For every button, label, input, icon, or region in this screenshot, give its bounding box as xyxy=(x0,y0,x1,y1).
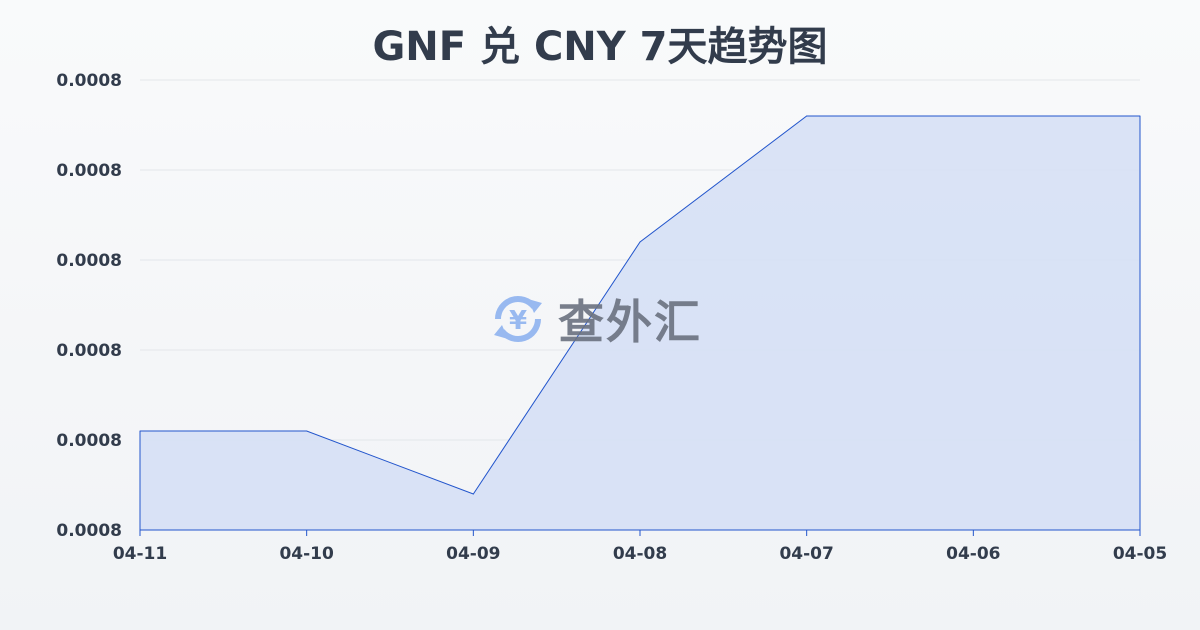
data-point xyxy=(639,241,641,243)
data-point xyxy=(1139,115,1141,117)
svg-text:¥: ¥ xyxy=(509,306,527,336)
watermark-text: 查外汇 xyxy=(558,295,702,349)
series-area xyxy=(140,116,1140,530)
y-tick-label: 0.0008 xyxy=(56,251,122,271)
y-tick-label: 0.0008 xyxy=(56,431,122,451)
x-tick-label: 04-09 xyxy=(446,544,500,564)
y-tick-label: 0.0008 xyxy=(56,521,122,541)
x-tick-label: 04-06 xyxy=(946,544,1000,564)
x-tick-label: 04-11 xyxy=(113,544,167,564)
chart-title: GNF 兑 CNY 7天趋势图 xyxy=(372,24,828,70)
y-tick-label: 0.0008 xyxy=(56,161,122,181)
data-point xyxy=(139,430,141,432)
x-tick-label: 04-05 xyxy=(1113,544,1167,564)
data-point xyxy=(972,115,974,117)
x-tick-label: 04-08 xyxy=(613,544,667,564)
y-tick-label: 0.0008 xyxy=(56,71,122,91)
y-tick-label: 0.0008 xyxy=(56,341,122,361)
data-point xyxy=(806,115,808,117)
x-tick-label: 04-10 xyxy=(279,544,334,564)
x-tick-label: 04-07 xyxy=(779,544,833,564)
watermark: ¥ 查外汇 xyxy=(488,286,702,352)
yen-exchange-icon: ¥ xyxy=(494,296,542,342)
data-point xyxy=(472,493,474,495)
data-point xyxy=(306,430,308,432)
